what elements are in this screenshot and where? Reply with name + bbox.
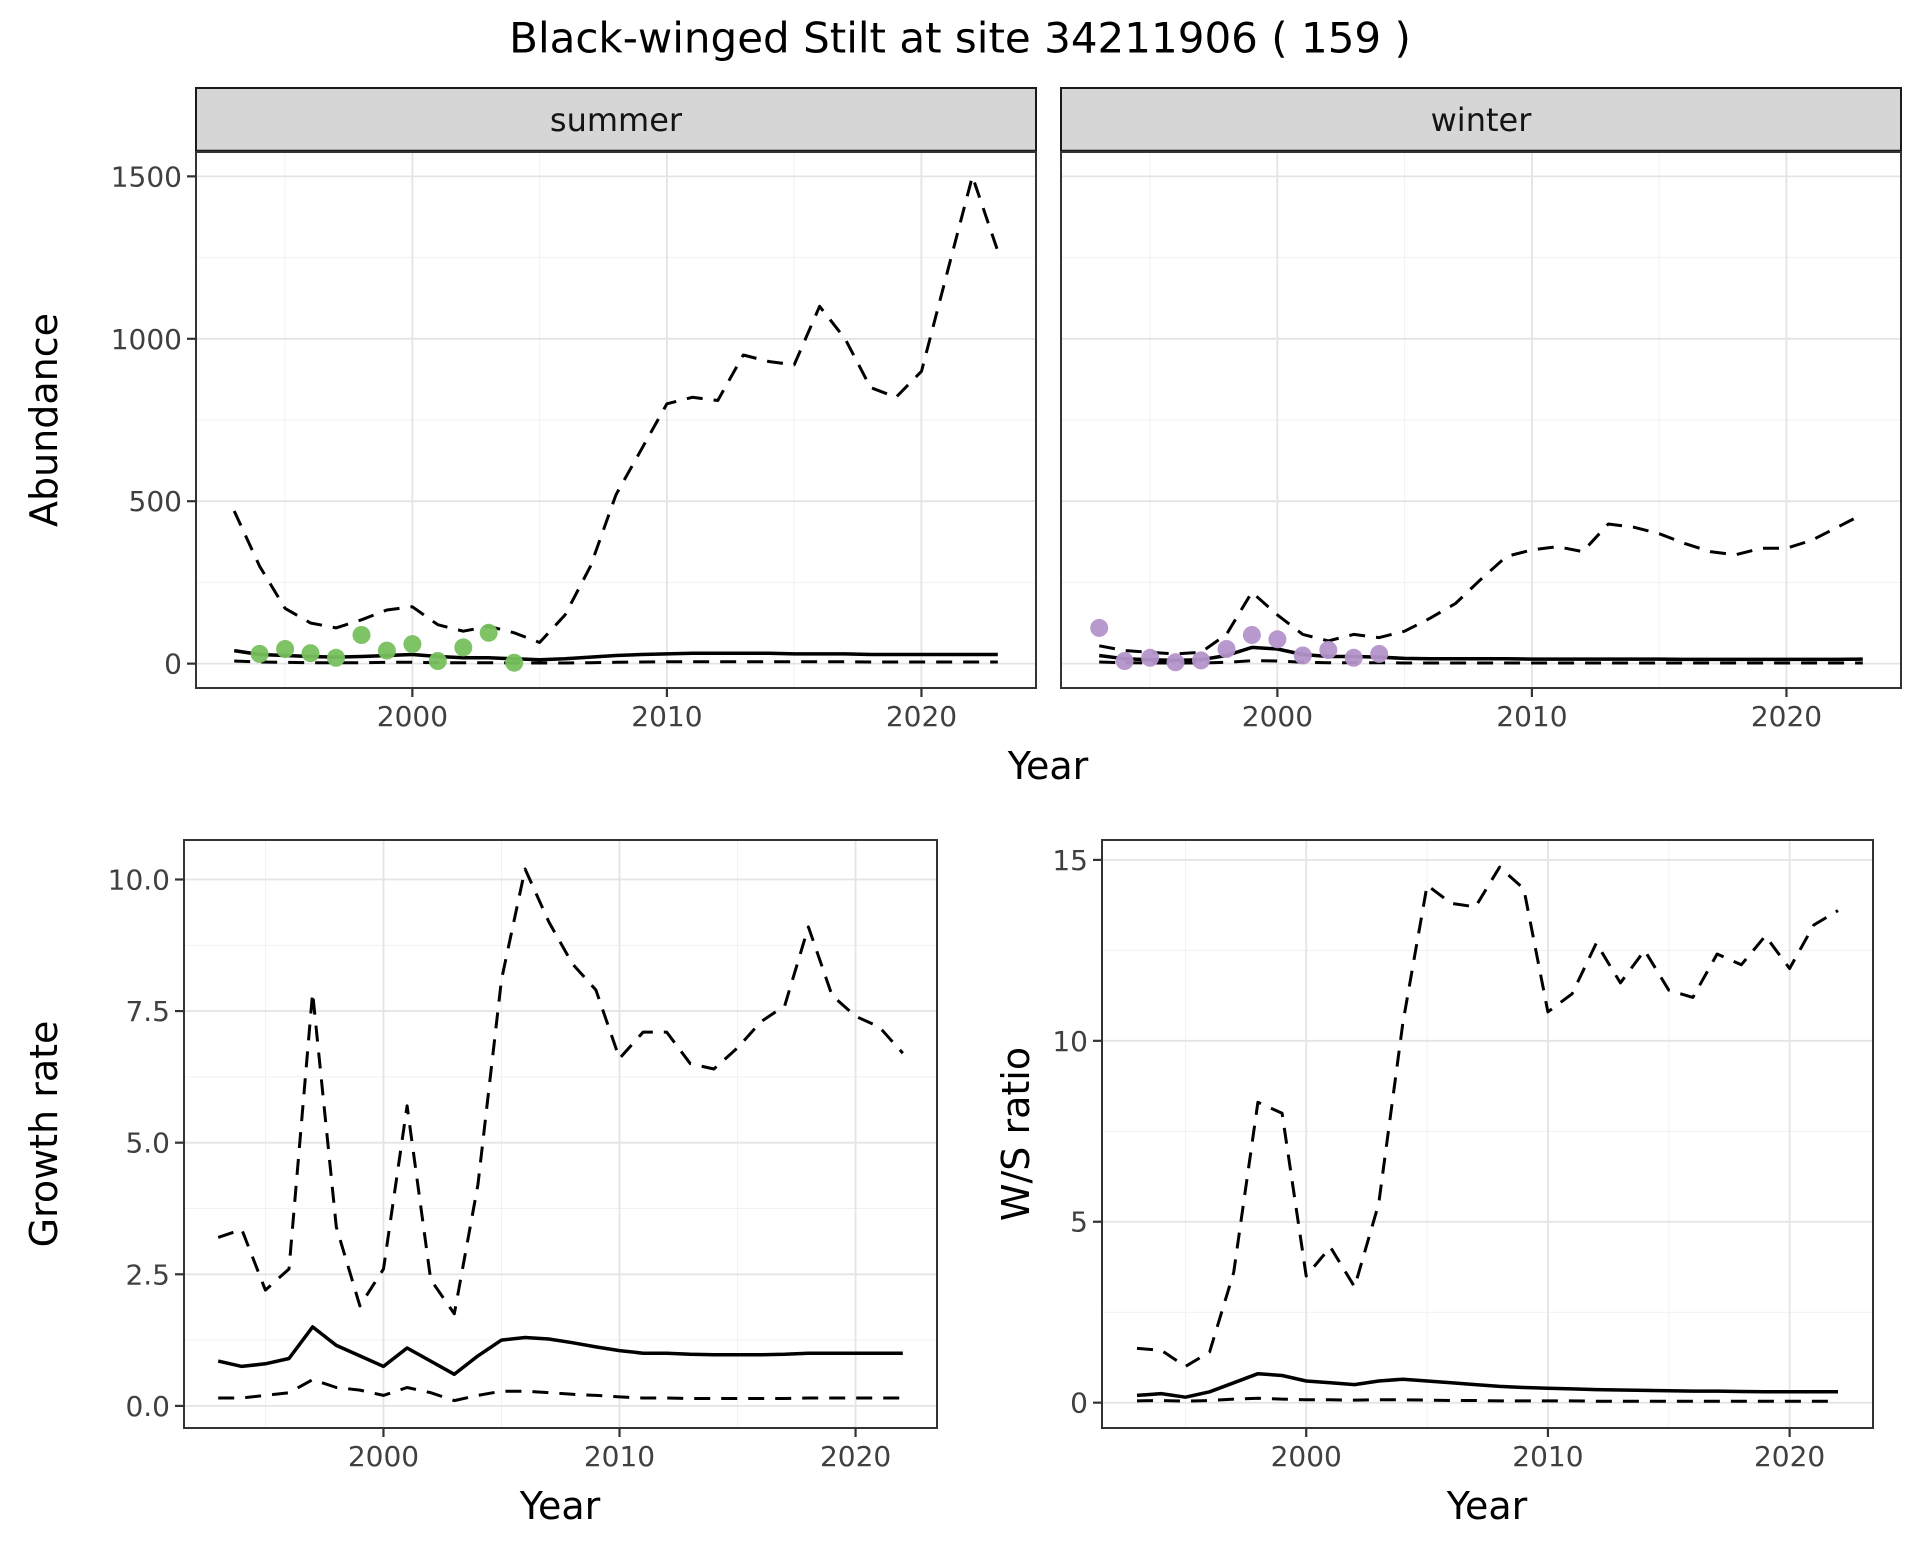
growth-rate-x-axis-title: Year (519, 1484, 601, 1528)
abundance-y-axis-title: Abundance (22, 312, 66, 528)
facet-label-winter: winter (1430, 101, 1532, 139)
winter-panel-observed-points (1090, 618, 1389, 672)
winter-panel-observation-point (1293, 646, 1312, 665)
ws-ratio-panel-upper-line (1136, 865, 1839, 1368)
ws-ratio-panel: 2000 2010 2020 0 5 10 15 (1052, 839, 1874, 1473)
winter-panel: 2000 2010 2020 (1060, 151, 1902, 733)
y-tick-label: 0 (1070, 1387, 1088, 1420)
summer-panel-upper-line (232, 174, 1000, 644)
summer-panel-observed-points (250, 623, 524, 672)
y-tick-label: 500 (129, 485, 182, 518)
x-tick-label: 2000 (348, 1440, 419, 1473)
summer-panel-observation-point (428, 652, 447, 670)
summer-panel-border (195, 151, 1037, 689)
ws-ratio-panel-border (1101, 839, 1874, 1429)
ws-ratio-panel-background (1102, 840, 1873, 1428)
x-tick-label: 2000 (1242, 700, 1313, 733)
winter-panel-observation-point (1268, 630, 1287, 649)
x-tick-label: 2010 (584, 1440, 655, 1473)
winter-panel-observation-point (1370, 644, 1389, 663)
growth-rate-panel-axis-ticks: 2000 2010 2020 0.0 2.5 5.0 7.5 10.0 (108, 864, 892, 1474)
summer-panel-observation-point (327, 648, 345, 667)
summer-panel-observation-point (276, 640, 295, 658)
winter-panel-observation-point (1319, 641, 1338, 659)
x-tick-label: 2000 (377, 700, 448, 733)
summer-panel-observation-point (454, 638, 473, 657)
x-tick-label: 2020 (886, 700, 957, 733)
growth-rate-panel-lower-line (218, 1378, 903, 1403)
ws-ratio-x-axis-title: Year (1446, 1484, 1528, 1528)
winter-panel-observation-point (1166, 653, 1185, 672)
summer-panel-observation-point (377, 641, 396, 660)
y-tick-label: 1500 (111, 160, 182, 193)
y-tick-label: 7.5 (125, 995, 170, 1028)
x-tick-label: 2010 (1496, 700, 1567, 733)
y-tick-label: 10.0 (108, 864, 170, 897)
summer-facet-strip-background (195, 87, 1037, 153)
winter-panel-observation-point (1242, 626, 1261, 644)
summer-panel-observation-point (352, 626, 371, 644)
y-tick-label: 0 (164, 648, 182, 681)
winter-panel-observation-point (1192, 651, 1210, 670)
growth-rate-panel-border (183, 839, 938, 1429)
abundance-x-axis-title: Year (1007, 744, 1089, 788)
winter-panel-observation-point (1090, 618, 1109, 637)
y-tick-label: 10 (1052, 1025, 1088, 1058)
winter-panel-border (1060, 151, 1902, 689)
summer-panel-lower-line (234, 659, 998, 665)
x-tick-label: 2020 (820, 1440, 891, 1473)
y-tick-label: 5.0 (125, 1127, 170, 1160)
winter-facet-strip-background (1060, 87, 1902, 153)
summer-panel-observation-point (301, 644, 320, 663)
y-tick-label: 5 (1070, 1206, 1088, 1239)
chart-title: Black-winged Stilt at site 34211906 ( 15… (509, 13, 1411, 63)
summer-panel-median-line (233, 648, 998, 662)
winter-panel-observation-point (1115, 652, 1134, 670)
winter-panel-observation-point (1217, 640, 1236, 658)
facet-label-summer: summer (549, 101, 683, 139)
ws-ratio-panel-gridlines (1102, 840, 1873, 1428)
winter-panel-lower-line (1099, 659, 1863, 665)
winter-panel-upper-line (1098, 512, 1864, 656)
growth-rate-y-axis-title: Growth rate (22, 1020, 66, 1248)
summer-panel-observation-point (250, 644, 269, 663)
x-tick-label: 2010 (631, 700, 702, 733)
winter-panel-observation-point (1344, 648, 1363, 667)
summer-panel-observation-point (505, 653, 524, 672)
growth-rate-panel: 2000 2010 2020 0.0 2.5 5.0 7.5 10.0 (108, 839, 938, 1474)
ws-ratio-y-axis-title: W/S ratio (994, 1046, 1038, 1222)
growth-rate-panel-upper-line (217, 867, 904, 1316)
x-tick-label: 2020 (1751, 700, 1822, 733)
winter-panel-axis-ticks: 2000 2010 2020 (1242, 688, 1822, 733)
summer-panel: 2000 2010 2020 0 500 1000 1500 (111, 151, 1037, 733)
summer-panel-axis-ticks: 2000 2010 2020 0 500 1000 1500 (111, 160, 957, 733)
growth-rate-panel-median-line (217, 1325, 903, 1377)
summer-panel-observation-point (479, 623, 498, 642)
y-tick-label: 2.5 (125, 1258, 170, 1291)
ws-ratio-panel-axis-ticks: 2000 2010 2020 0 5 10 15 (1052, 844, 1825, 1473)
y-tick-label: 0.0 (125, 1390, 170, 1423)
y-tick-label: 1000 (111, 323, 182, 356)
x-tick-label: 2010 (1512, 1440, 1583, 1473)
summer-panel-observation-point (403, 635, 422, 654)
winter-panel-observation-point (1141, 648, 1160, 667)
x-tick-label: 2000 (1271, 1440, 1342, 1473)
ws-ratio-panel-median-line (1136, 1371, 1838, 1399)
ws-ratio-panel-lower-line (1136, 1396, 1838, 1403)
x-tick-label: 2020 (1754, 1440, 1825, 1473)
y-tick-label: 15 (1052, 844, 1088, 877)
